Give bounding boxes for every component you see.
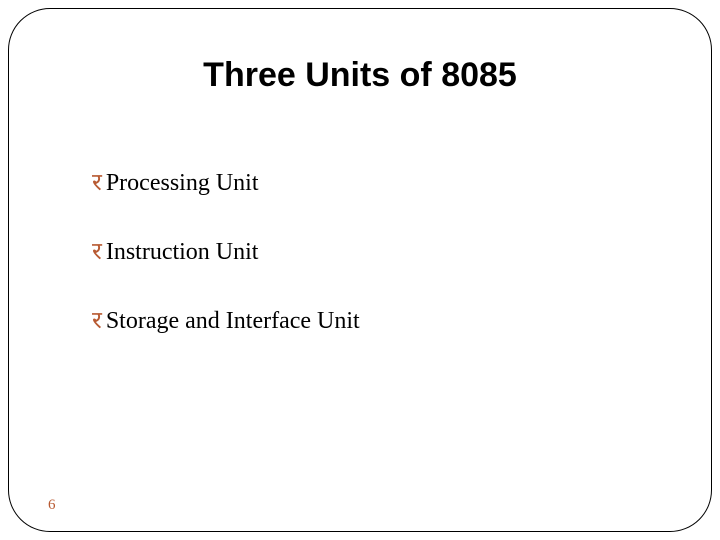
bullet-text: Storage and Interface Unit [106, 308, 360, 335]
list-item: र Processing Unit [92, 170, 360, 197]
slide-title: Three Units of 8085 [0, 56, 720, 95]
bullet-text: Instruction Unit [106, 239, 259, 266]
bullet-list: र Processing Unit र Instruction Unit र S… [92, 170, 360, 377]
page-number: 6 [48, 497, 56, 514]
bullet-icon: र [92, 171, 102, 195]
bullet-text: Processing Unit [106, 170, 259, 197]
list-item: र Instruction Unit [92, 239, 360, 266]
list-item: र Storage and Interface Unit [92, 308, 360, 335]
bullet-icon: र [92, 240, 102, 264]
bullet-icon: र [92, 309, 102, 333]
